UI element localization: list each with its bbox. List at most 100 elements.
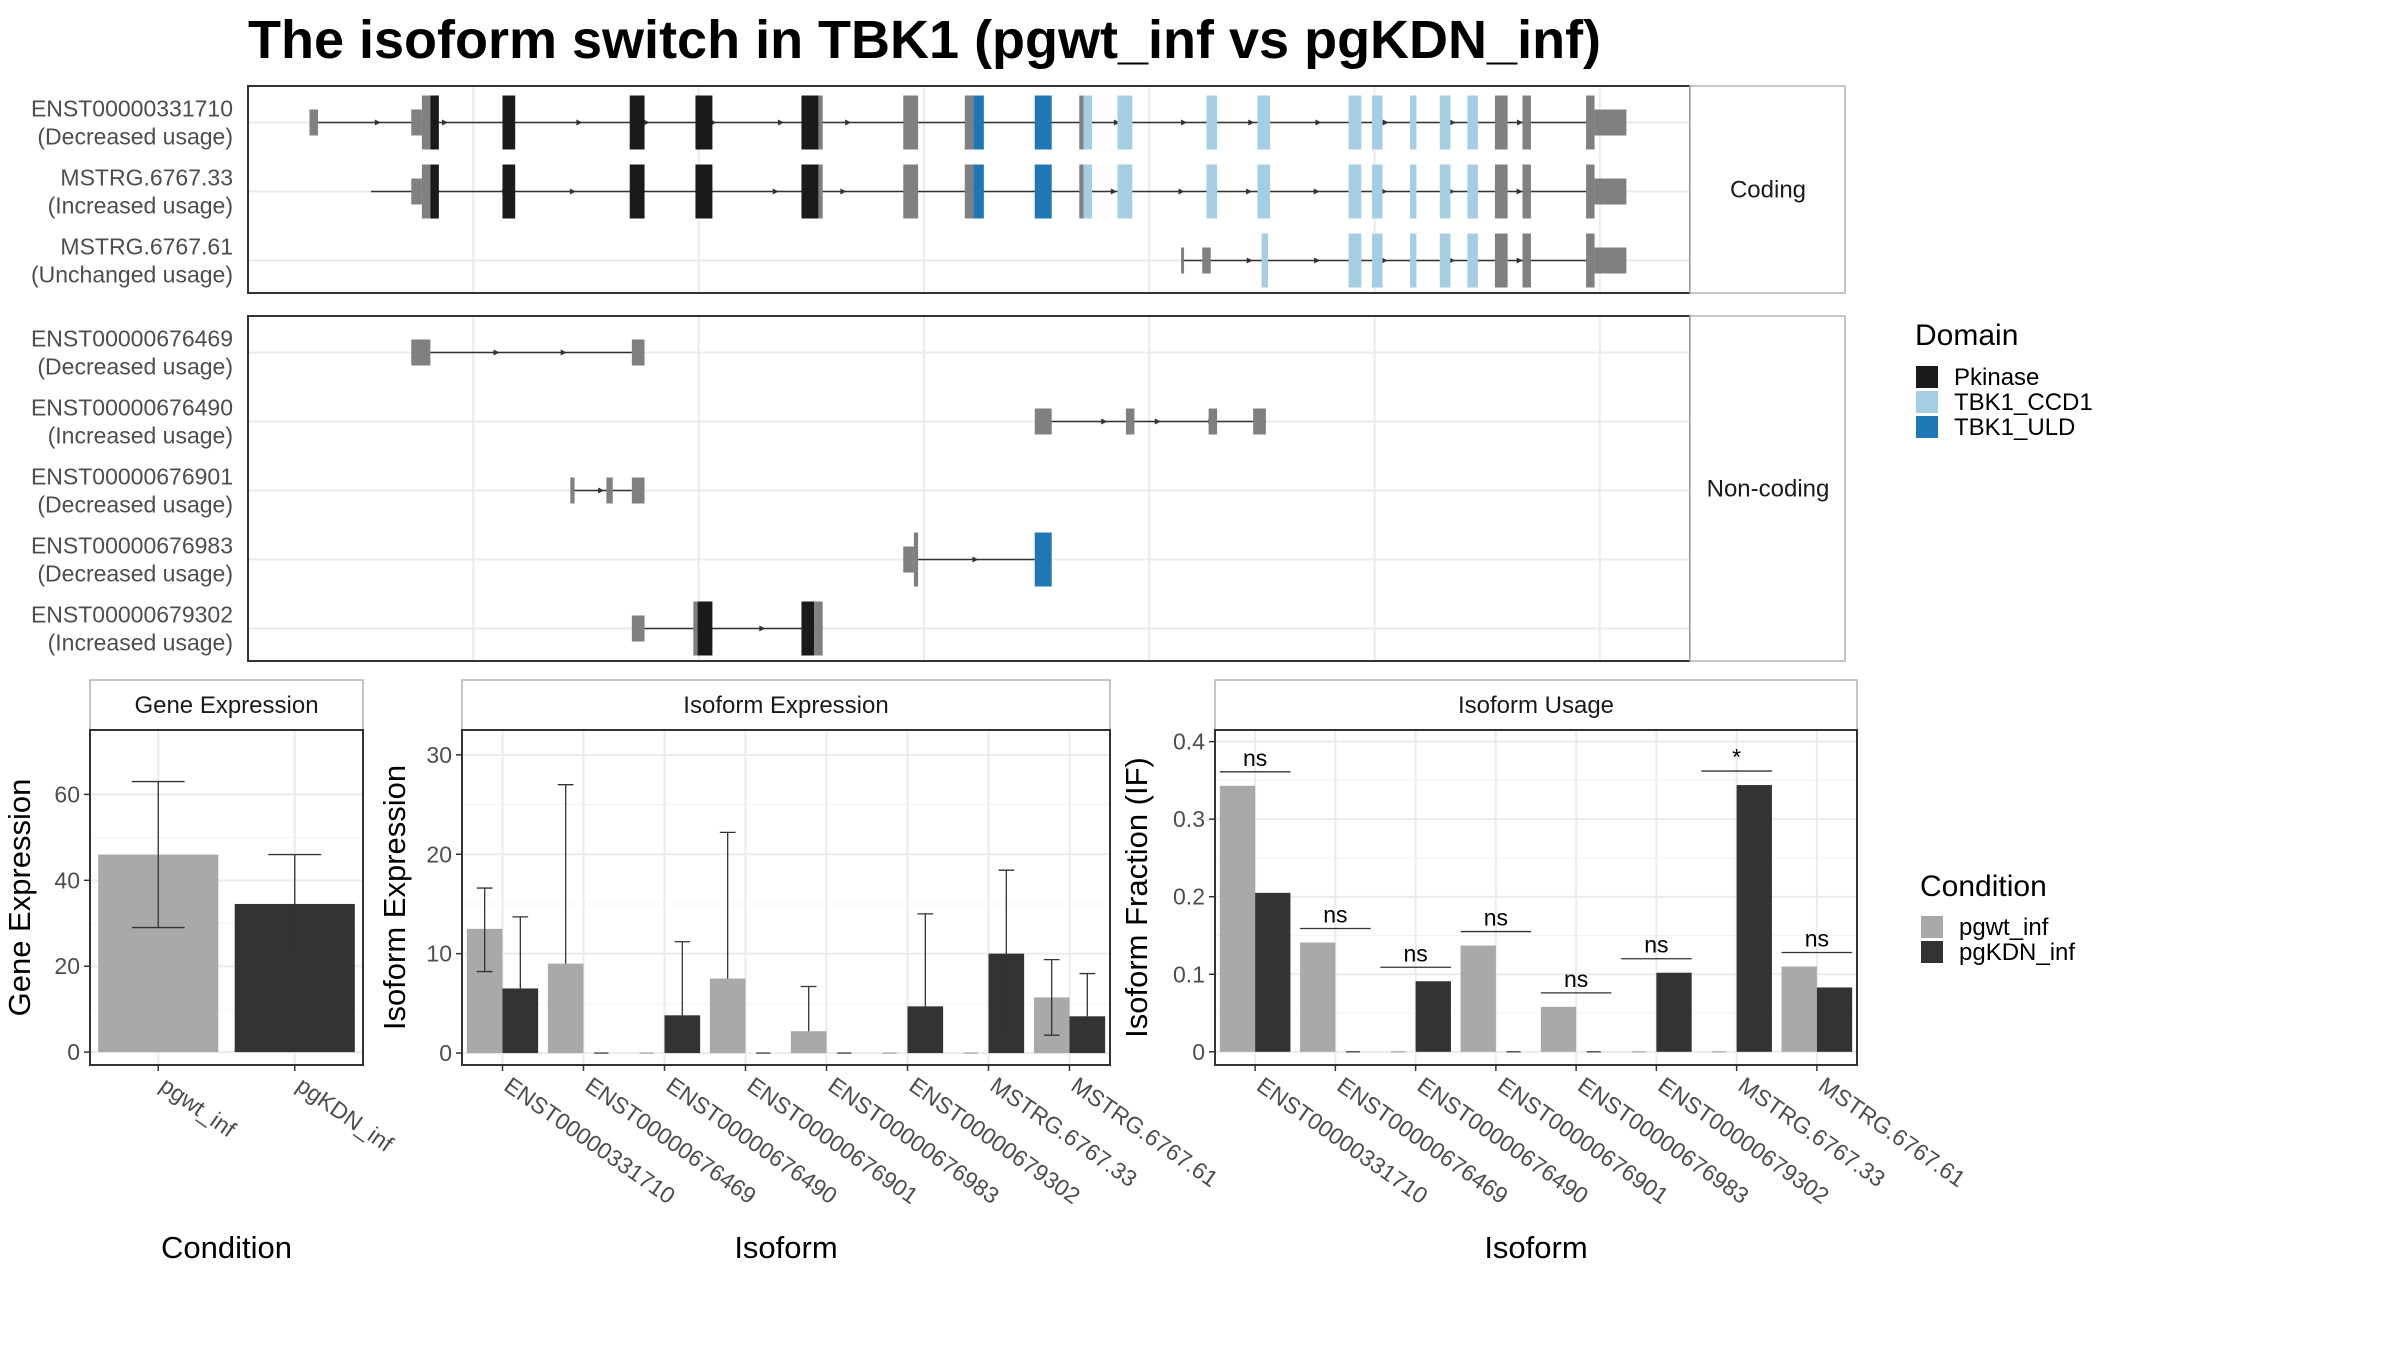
- isoform-name-label: ENST00000676901: [31, 464, 233, 490]
- condition-legend-title: Condition: [1920, 870, 2047, 903]
- significance-label: ns: [1805, 926, 1829, 952]
- exon-tbk1_ccd1: [1083, 95, 1092, 150]
- exon-exon: [631, 339, 645, 366]
- significance-label: ns: [1564, 966, 1588, 992]
- bar-pgwt_inf: [1781, 966, 1817, 1052]
- y-tick-label: 60: [54, 781, 80, 807]
- exon-exon: [818, 164, 823, 219]
- structure-facet-1: [247, 316, 1690, 661]
- intron-arrow: [1110, 188, 1117, 195]
- bar-pgwt_inf: [1540, 1006, 1577, 1052]
- intron-arrow: [569, 188, 576, 195]
- x-tick-label: MSTRG.6767.61: [1067, 1072, 1223, 1192]
- panel-strip-title: Gene Expression: [134, 692, 318, 719]
- exon-tbk1_uld: [973, 95, 984, 150]
- exon-exon: [913, 532, 919, 587]
- exon-pkinase: [801, 95, 819, 150]
- exon-tbk1_ccd1: [1371, 95, 1383, 150]
- y-tick-label: 20: [54, 953, 80, 979]
- exon-pkinase: [697, 601, 713, 656]
- exon-exon: [964, 95, 974, 150]
- exon-pkinase: [629, 95, 645, 150]
- exon-exon: [1494, 233, 1508, 288]
- exon-exon: [903, 95, 919, 150]
- y-axis-title: Isoform Expression: [377, 765, 412, 1030]
- exon-exon: [411, 178, 422, 205]
- intron-arrow: [1178, 188, 1185, 195]
- exon-exon: [818, 95, 823, 150]
- exon-exon: [1594, 247, 1627, 274]
- intron-arrow: [1113, 119, 1120, 126]
- exon-exon: [1034, 408, 1052, 435]
- isoform-name-label: ENST00000676983: [31, 533, 233, 559]
- intron-arrow: [374, 119, 381, 126]
- exon-exon: [411, 339, 431, 366]
- exon-exon: [631, 615, 645, 642]
- bar-pgKDN_inf: [1069, 1016, 1106, 1054]
- domain-legend-key: [1916, 366, 1938, 388]
- bar-pgwt_inf: [547, 963, 584, 1054]
- intron-arrow: [1248, 119, 1255, 126]
- bar-pgwt_inf: [1460, 945, 1496, 1052]
- intron-arrow: [1154, 418, 1161, 425]
- intron-arrow: [1382, 119, 1389, 126]
- y-tick-label: 40: [54, 867, 80, 893]
- exon-tbk1_uld: [1034, 532, 1052, 587]
- bar-pgKDN_inf: [1816, 987, 1853, 1052]
- exon-exon: [1586, 233, 1595, 288]
- exon-tbk1_ccd1: [1206, 164, 1218, 219]
- exon-exon: [693, 601, 698, 656]
- exon-pkinase: [430, 164, 439, 219]
- y-tick-label: 20: [426, 841, 452, 867]
- condition-legend-label: pgKDN_inf: [1959, 939, 2075, 966]
- intron-arrow: [1448, 188, 1455, 195]
- exon-exon: [1522, 164, 1531, 219]
- isoform-name-label: ENST00000679302: [31, 602, 233, 628]
- isoform-usage-label: (Increased usage): [48, 423, 233, 449]
- exon-exon: [1208, 408, 1218, 435]
- intron-arrow: [1313, 188, 1320, 195]
- intron-arrow: [576, 119, 583, 126]
- x-axis-title: Isoform: [1484, 1230, 1587, 1265]
- bar-pgwt_inf: [709, 978, 746, 1054]
- intron-arrow: [1381, 188, 1388, 195]
- isoform-usage-label: (Increased usage): [48, 193, 233, 219]
- bar-pgKDN_inf: [664, 1015, 701, 1054]
- panel-strip: [461, 679, 1111, 731]
- isoform-usage-label: (Increased usage): [48, 630, 233, 656]
- bar-pgKDN_inf: [1415, 981, 1451, 1052]
- intron-arrow: [845, 119, 852, 126]
- isoform-usage-label: (Decreased usage): [37, 354, 233, 380]
- intron-arrow: [643, 119, 650, 126]
- intron-arrow: [1517, 119, 1524, 126]
- isoform-name-label: ENST00000331710: [31, 96, 233, 122]
- exon-pkinase: [430, 95, 439, 150]
- bar-pgKDN_inf: [1255, 892, 1291, 1052]
- exon-tbk1_ccd1: [1257, 164, 1271, 219]
- exon-tbk1_ccd1: [1371, 164, 1383, 219]
- intron-arrow: [1449, 257, 1456, 264]
- exon-exon: [606, 477, 613, 504]
- y-tick-label: 0: [67, 1039, 80, 1065]
- intron-arrow: [1101, 418, 1108, 425]
- exon-tbk1_ccd1: [1439, 164, 1451, 219]
- condition-legend-key: [1921, 941, 1943, 963]
- exon-exon: [1253, 408, 1266, 435]
- significance-label: ns: [1403, 940, 1427, 966]
- facet-strip-label: Non-coding: [1707, 476, 1830, 503]
- exon-exon: [1181, 247, 1185, 274]
- exon-tbk1_ccd1: [1410, 164, 1417, 219]
- exon-exon: [1594, 109, 1627, 136]
- intron-arrow: [772, 188, 779, 195]
- exon-exon: [1494, 164, 1508, 219]
- y-tick-label: 0: [1192, 1039, 1205, 1065]
- condition-legend-key: [1921, 916, 1943, 938]
- y-tick-label: 0: [439, 1040, 452, 1066]
- isoform-usage-label: (Decreased usage): [37, 561, 233, 587]
- isoform-name-label: MSTRG.6767.33: [60, 165, 233, 191]
- x-tick-label: pgKDN_inf: [292, 1072, 399, 1157]
- exon-exon: [421, 95, 431, 150]
- structure-facet-0: [247, 86, 1690, 293]
